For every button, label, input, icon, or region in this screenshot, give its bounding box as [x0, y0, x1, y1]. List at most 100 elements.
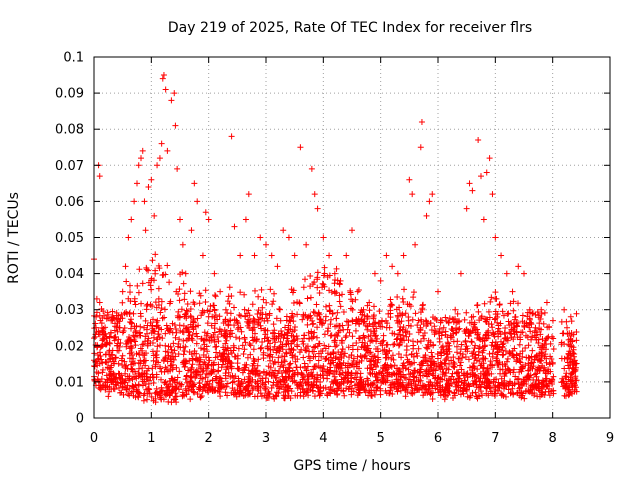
- data-point: [206, 380, 213, 387]
- data-point: [109, 308, 116, 315]
- data-point: [179, 391, 186, 398]
- data-point: [155, 324, 162, 331]
- data-point: [258, 393, 265, 400]
- data-point: [503, 336, 510, 343]
- data-point: [364, 342, 371, 349]
- data-point: [305, 382, 312, 389]
- data-point: [280, 392, 287, 399]
- data-point: [286, 373, 293, 380]
- data-point: [265, 378, 272, 385]
- data-point: [341, 392, 348, 399]
- y-tick-label: 0.01: [55, 375, 84, 390]
- data-point: [528, 382, 535, 389]
- data-point: [127, 316, 134, 323]
- y-tick-label: 0.07: [55, 159, 84, 174]
- data-point: [348, 352, 355, 359]
- data-point: [533, 370, 540, 377]
- data-point: [431, 375, 438, 382]
- data-point: [492, 234, 499, 241]
- data-point: [200, 352, 207, 359]
- data-point: [108, 386, 115, 393]
- data-point: [567, 374, 574, 381]
- data-point: [129, 352, 135, 359]
- data-point: [158, 140, 165, 147]
- data-point: [99, 329, 106, 336]
- data-point: [149, 322, 156, 329]
- data-point: [268, 252, 275, 259]
- data-point: [224, 380, 231, 387]
- data-point: [149, 365, 156, 372]
- data-point: [334, 361, 341, 368]
- data-point: [311, 363, 318, 370]
- data-point: [143, 266, 150, 273]
- data-point: [441, 372, 448, 379]
- data-point: [204, 307, 211, 314]
- data-point: [568, 371, 575, 378]
- data-point: [261, 335, 268, 342]
- data-point: [278, 328, 285, 335]
- data-point: [457, 350, 464, 357]
- data-point: [502, 347, 509, 354]
- data-point: [489, 191, 496, 198]
- data-point: [216, 313, 223, 320]
- data-point: [432, 367, 439, 374]
- data-point: [137, 323, 144, 330]
- data-point: [440, 324, 447, 331]
- data-point: [285, 392, 292, 399]
- data-point: [123, 343, 130, 350]
- data-point: [181, 296, 188, 303]
- data-point: [465, 356, 472, 363]
- data-point: [251, 358, 258, 365]
- data-point: [570, 346, 577, 353]
- data-point: [260, 368, 267, 375]
- data-point: [214, 388, 221, 395]
- data-point: [267, 364, 274, 371]
- data-point: [324, 372, 331, 379]
- data-point: [548, 355, 555, 362]
- data-point: [264, 317, 271, 324]
- y-tick-label: 0.04: [55, 267, 84, 282]
- data-point: [440, 346, 447, 353]
- data-point: [415, 378, 422, 385]
- data-point: [241, 334, 248, 341]
- data-point: [209, 368, 216, 375]
- data-point: [513, 329, 520, 336]
- data-point: [402, 310, 409, 317]
- data-point: [517, 384, 524, 391]
- data-point: [337, 303, 344, 310]
- data-point: [331, 270, 338, 277]
- data-point: [157, 365, 164, 372]
- data-point: [488, 342, 495, 349]
- data-point: [115, 384, 122, 391]
- data-point: [244, 310, 251, 317]
- data-point: [321, 264, 328, 271]
- data-point: [222, 334, 229, 341]
- data-point: [495, 348, 502, 355]
- data-point: [99, 360, 106, 367]
- data-point: [119, 329, 126, 336]
- data-point: [231, 322, 238, 329]
- data-point: [250, 346, 257, 353]
- data-point: [342, 369, 349, 376]
- data-point: [225, 321, 232, 328]
- data-point: [377, 387, 384, 394]
- data-point: [503, 358, 510, 365]
- data-point: [460, 390, 467, 397]
- data-point: [456, 318, 463, 325]
- data-point: [404, 301, 411, 308]
- data-point: [499, 344, 506, 351]
- data-point: [169, 350, 176, 357]
- data-point: [448, 334, 455, 341]
- data-point: [415, 345, 422, 352]
- y-tick-label: 0: [76, 412, 84, 427]
- data-point: [330, 371, 337, 378]
- data-point: [244, 318, 251, 325]
- data-point: [212, 293, 219, 300]
- data-point: [415, 329, 422, 336]
- data-point: [549, 317, 556, 324]
- data-point: [117, 340, 124, 347]
- data-point: [178, 306, 185, 313]
- data-point: [531, 356, 538, 363]
- data-point: [206, 357, 213, 364]
- data-point: [218, 328, 225, 335]
